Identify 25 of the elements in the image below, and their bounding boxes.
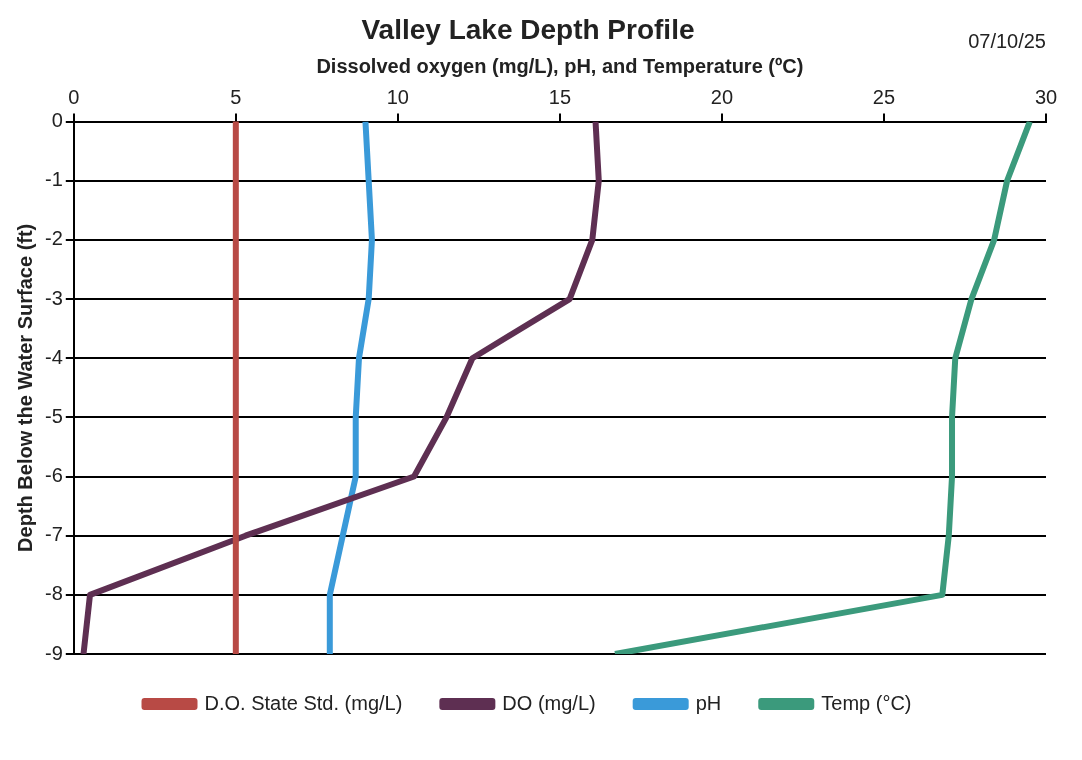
y-axis-title: Depth Below the Water Surface (ft) (13, 223, 36, 552)
legend-label: DO (mg/L) (502, 691, 596, 714)
text: 07/10/25 (968, 29, 1046, 52)
x-tick-label: 30 (1034, 86, 1058, 109)
legend-label: pH (695, 691, 722, 714)
y-tick-label: -1 (44, 168, 63, 191)
y-tick-label: -4 (44, 345, 63, 368)
x-tick-label: 10 (386, 86, 409, 109)
x-axis-title: Dissolved oxygen (mg/L), pH, and Temperature (ºC) (316, 55, 804, 78)
y-tick-label: -5 (44, 404, 63, 427)
y-tick-label: -8 (44, 582, 63, 605)
x-tick-label: 25 (872, 86, 896, 109)
y-tick-label: -3 (44, 286, 63, 309)
legend-label: D.O. State Std. (mg/L) (204, 691, 403, 714)
y-tick-label: -9 (44, 641, 63, 664)
chart-title: Valley Lake Depth Profile (361, 13, 695, 45)
x-tick-label: 15 (548, 86, 572, 109)
x-tick-label: 5 (230, 86, 242, 109)
y-tick-label: -2 (44, 227, 63, 250)
x-tick-label: 20 (710, 86, 734, 109)
legend-label: Temp (°C) (821, 691, 912, 714)
x-tick-label: 0 (68, 86, 80, 109)
y-tick-label: 0 (51, 109, 63, 132)
y-tick-label: -6 (44, 464, 63, 487)
y-tick-label: -7 (44, 523, 63, 546)
